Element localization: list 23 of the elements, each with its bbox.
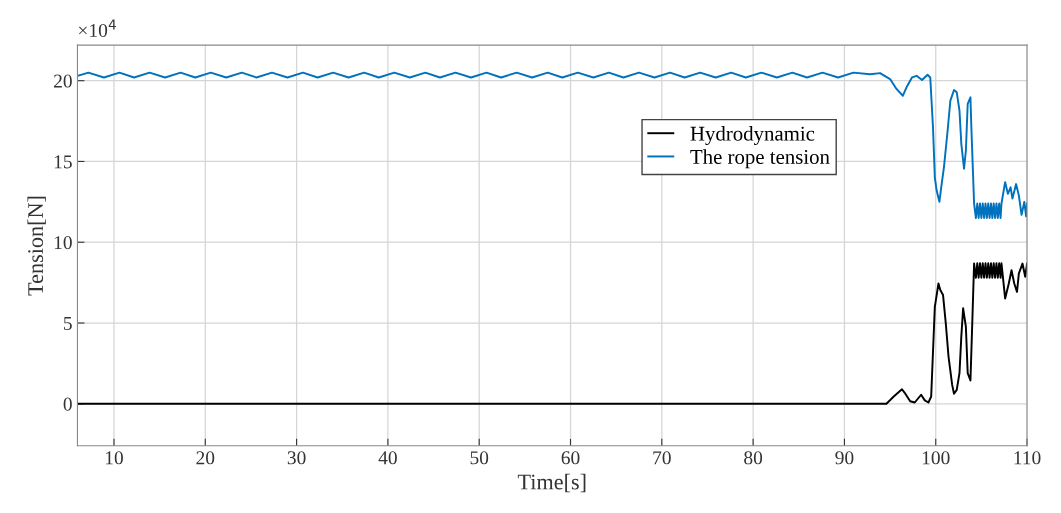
y-axis-title: Tension[N] xyxy=(27,196,46,296)
x-axis-title: Time[s] xyxy=(517,473,586,493)
x-tick-label: 40 xyxy=(378,451,397,465)
line-series xyxy=(77,262,1028,405)
legend-label: The rope tension xyxy=(690,149,830,169)
x-tick-label: 110 xyxy=(1014,451,1041,465)
line-series xyxy=(77,71,1028,219)
y-tick-label: 15 xyxy=(54,155,72,169)
y-tick-label: 10 xyxy=(54,236,72,250)
x-tick-label: 10 xyxy=(105,451,123,465)
y-tick-label: 5 xyxy=(64,317,72,330)
y-tick-label: 20 xyxy=(54,74,72,88)
x-tick-label: 60 xyxy=(561,451,580,465)
legend-label: Hydrodynamic xyxy=(690,126,815,145)
text: ×10$^{4}$ xyxy=(78,19,116,38)
x-tick-label: 70 xyxy=(653,451,671,465)
x-tick-label: 30 xyxy=(287,451,306,465)
x-tick-label: 100 xyxy=(922,451,950,465)
x-tick-label: 90 xyxy=(835,451,854,465)
y-tick-label: 0 xyxy=(63,397,72,411)
x-tick-label: 80 xyxy=(744,451,763,465)
x-tick-label: 50 xyxy=(470,451,489,465)
x-tick-label: 20 xyxy=(196,451,215,465)
